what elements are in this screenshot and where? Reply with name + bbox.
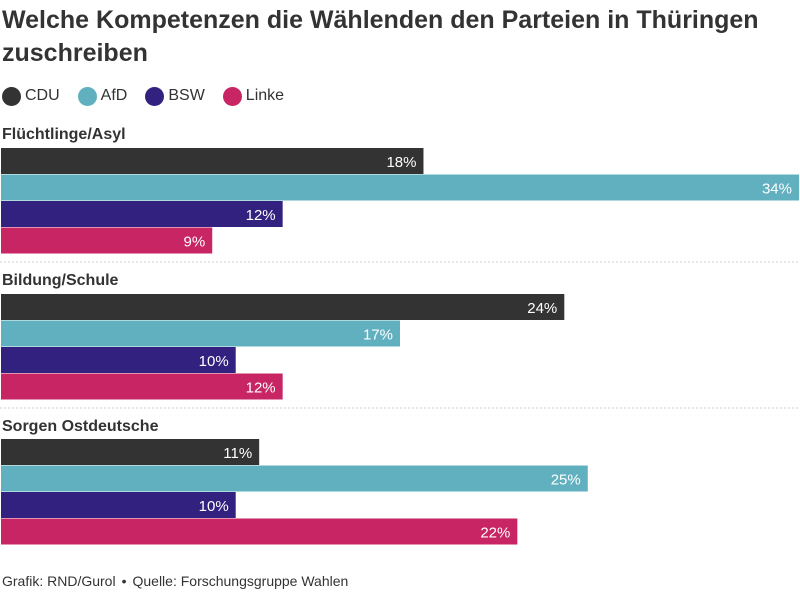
value-label-cdu-bildung-schule: 24%	[527, 300, 557, 317]
bar-bsw-sorgen-ostdeutsche	[1, 492, 236, 518]
category-label-fl-chtlinge-asyl: Flüchtlinge/Asyl	[2, 126, 126, 143]
chart-title: Welche Kompetenzen die Wählenden den Par…	[2, 6, 759, 67]
value-label-bsw-sorgen-ostdeutsche: 10%	[199, 498, 229, 515]
legend-item-linke: Linke	[222, 86, 285, 106]
footer-credit: Grafik: RND/Gurol	[2, 573, 116, 589]
bar-cdu-fl-chtlinge-asyl	[1, 148, 424, 174]
value-label-linke-sorgen-ostdeutsche: 22%	[480, 524, 510, 541]
bar-linke-bildung-schule	[1, 373, 283, 400]
bar-chart: Flüchtlinge/Asyl 18% 34% 12% 9% Bildung/Schul…	[0, 126, 800, 545]
value-label-bsw-bildung-schule: 10%	[199, 353, 229, 370]
bar-afd-bildung-schule	[1, 320, 400, 347]
value-label-cdu-fl-chtlinge-asyl: 18%	[386, 154, 416, 171]
category-label-sorgen-ostdeutsche: Sorgen Ostdeutsche	[2, 418, 159, 435]
legend-item-cdu: CDU	[2, 86, 60, 106]
legend-label-cdu: CDU	[25, 87, 60, 104]
legend-label-linke: Linke	[245, 87, 285, 104]
bar-afd-fl-chtlinge-asyl	[1, 174, 799, 201]
value-label-bsw-fl-chtlinge-asyl: 12%	[246, 207, 276, 224]
legend-label-bsw: BSW	[168, 87, 205, 104]
bar-bsw-fl-chtlinge-asyl	[1, 201, 283, 227]
bar-linke-fl-chtlinge-asyl	[1, 227, 213, 254]
bar-linke-sorgen-ostdeutsche	[1, 518, 518, 545]
legend-swatch-cdu	[2, 86, 21, 106]
bar-afd-sorgen-ostdeutsche	[1, 465, 588, 492]
value-label-linke-bildung-schule: 12%	[246, 379, 276, 396]
bar-cdu-bildung-schule	[1, 294, 565, 320]
value-label-linke-fl-chtlinge-asyl: 9%	[184, 233, 206, 250]
legend-swatch-afd	[77, 86, 97, 106]
bar-cdu-sorgen-ostdeutsche	[1, 439, 260, 465]
bar-bsw-bildung-schule	[1, 347, 236, 373]
footer-separator: •	[121, 573, 127, 589]
legend-item-afd: AfD	[77, 86, 128, 106]
footer-source: Quelle: Forschungsgruppe Wahlen	[132, 573, 349, 589]
legend-item-bsw: BSW	[145, 86, 205, 106]
legend-swatch-linke	[222, 86, 242, 106]
value-label-cdu-sorgen-ostdeutsche: 11%	[223, 445, 252, 462]
legend-swatch-bsw	[145, 86, 165, 106]
value-label-afd-bildung-schule: 17%	[363, 326, 393, 343]
legend-label-afd: AfD	[100, 87, 128, 104]
value-label-afd-fl-chtlinge-asyl: 34%	[762, 180, 792, 197]
value-label-afd-sorgen-ostdeutsche: 25%	[551, 471, 581, 488]
legend: CDU AfD BSW Linke	[2, 86, 302, 106]
footer: Grafik: RND/Gurol • Quelle: Forschungsgr…	[2, 573, 348, 589]
category-label-bildung-schule: Bildung/Schule	[2, 272, 119, 289]
